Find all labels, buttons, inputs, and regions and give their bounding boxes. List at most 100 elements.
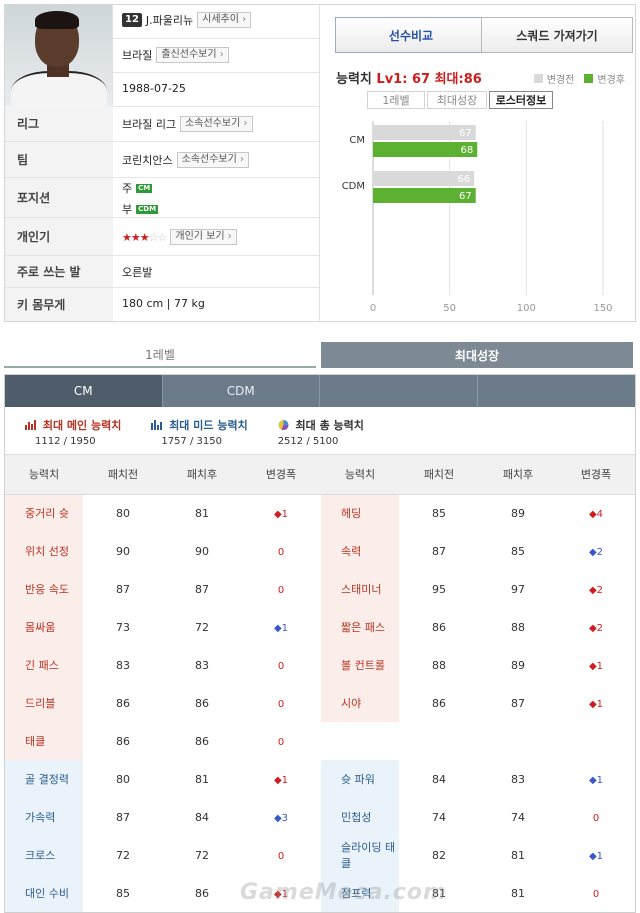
stat-change: ◆2 (588, 584, 604, 596)
stat-name: 골 결정력 (5, 760, 83, 798)
stat-name: 헤딩 (321, 494, 399, 532)
tab-max-growth[interactable]: 최대성장 (321, 342, 633, 368)
stat-after: 81 (511, 886, 525, 900)
row-divider (113, 142, 319, 178)
stat-before: 95 (432, 582, 446, 596)
star-empty-icon: ☆ (157, 230, 168, 244)
stat-after: 72 (195, 848, 209, 862)
stat-change: ◆4 (588, 508, 604, 520)
compare-player-button[interactable]: 선수비교 (335, 17, 487, 53)
subtab-level1[interactable]: 1레벨 (367, 91, 425, 109)
stat-change: ◆1 (273, 622, 289, 634)
stat-name: 드리블 (5, 684, 83, 722)
row-divider (113, 256, 319, 288)
stat-change-cell: 0 (241, 684, 321, 722)
stat-before: 80 (116, 772, 130, 786)
stat-after: 85 (511, 544, 525, 558)
stat-change-cell: 0 (241, 722, 321, 760)
star-filled-icon: ★ (139, 230, 150, 244)
legend-after-label: 변경후 (597, 75, 625, 86)
stats-table-header: 능력치 패치전 패치후 변경폭 능력치 패치전 패치후 변경폭 (5, 455, 635, 495)
table-row: 크로스 72 72 0 슬라이딩 태클 82 81 ◆1 (5, 836, 635, 874)
stat-after: 83 (195, 658, 209, 672)
body-label: 키 몸무게 (5, 288, 113, 321)
main-position-row: 주 CM (122, 180, 153, 196)
table-row: 드리블 86 86 0 시야 86 87 ◆1 (5, 684, 635, 722)
summary-total-ability: 최대 총 능력치 2512 / 5100 (278, 417, 364, 454)
star-filled-icon: ★ (122, 230, 132, 244)
stat-name: 슛 파워 (321, 760, 399, 798)
x-tick-label: 150 (593, 303, 612, 314)
stat-name: 긴 패스 (5, 646, 83, 684)
bar-after (373, 142, 478, 157)
position-tab-cdm[interactable]: CDM (162, 375, 320, 407)
position-tab-empty[interactable] (477, 375, 635, 407)
ability-summary-row: 최대 메인 능력치 1112 / 1950 최대 미드 능력치 1757 / 3… (5, 407, 635, 455)
tab-level1[interactable]: 1레벨 (4, 342, 316, 368)
stat-change: 0 (592, 812, 600, 824)
foot-row: 오른발 (122, 264, 152, 280)
x-tick-label: 100 (517, 303, 536, 314)
subtab-max-growth[interactable]: 최대성장 (427, 91, 487, 109)
header-cell: 패치전 (399, 455, 479, 495)
y-category-label: CM (349, 135, 365, 146)
stat-after: 72 (195, 620, 209, 634)
bar-before (373, 125, 476, 140)
stat-after: 81 (195, 772, 209, 786)
stat-change-cell: ◆1 (557, 760, 635, 798)
stat-name: 속력 (321, 532, 399, 570)
stat-change-cell (557, 722, 635, 760)
subtab-roster-info[interactable]: 로스터정보 (489, 91, 553, 109)
stat-name: 몸싸움 (5, 608, 83, 646)
summary-mid-ability: 최대 미드 능력치 1757 / 3150 (151, 417, 248, 454)
stat-change-cell: ◆1 (557, 684, 635, 722)
player-number-badge: 12 (122, 13, 142, 27)
stat-change: ◆1 (273, 774, 289, 786)
market-trend-button[interactable]: 시세추이 (197, 12, 252, 28)
bar-value-label: 67 (459, 128, 472, 139)
stat-name: 슬라이딩 태클 (321, 836, 399, 874)
stat-before: 81 (432, 886, 446, 900)
stat-name: 짧은 패스 (321, 608, 399, 646)
table-row: 몸싸움 73 72 ◆1 짧은 패스 86 88 ◆2 (5, 608, 635, 646)
pie-chart-icon (278, 420, 289, 430)
team-row: 코린치안스 소속선수보기 (122, 152, 249, 168)
stat-change-cell: ◆1 (241, 608, 321, 646)
stat-after: 86 (195, 696, 209, 710)
row-divider (113, 218, 319, 256)
table-row: 가속력 87 84 ◆3 민첩성 74 74 0 (5, 798, 635, 836)
summary-mid-title: 최대 미드 능력치 (169, 419, 248, 432)
squad-import-button[interactable]: 스쿼드 가져가기 (481, 17, 633, 53)
ability-bar-chart: 0 50 100 150 CM 67 68 CDM 66 67 (342, 121, 613, 314)
team-label: 팀 (5, 142, 113, 178)
summary-total-title: 최대 총 능력치 (295, 419, 364, 432)
stat-change: 0 (277, 660, 285, 672)
row-divider (113, 39, 319, 73)
stat-after: 81 (195, 506, 209, 520)
main-position-prefix: 주 (122, 182, 133, 195)
stat-name (321, 722, 399, 760)
header-cell: 변경폭 (241, 455, 321, 495)
team-players-button[interactable]: 소속선수보기 (176, 152, 249, 168)
position-tab-cm[interactable]: CM (5, 375, 163, 407)
nation-players-button[interactable]: 출신선수보기 (156, 47, 229, 63)
league-players-button[interactable]: 소속선수보기 (180, 116, 253, 132)
stat-before: 84 (432, 772, 446, 786)
stat-change: ◆3 (273, 812, 289, 824)
bar-value-label: 66 (457, 174, 470, 185)
position-tab-empty[interactable] (320, 375, 478, 407)
row-divider (113, 178, 319, 218)
stat-name: 반응 속도 (5, 570, 83, 608)
birth-date: 1988-07-25 (122, 82, 186, 95)
stat-after (479, 722, 557, 760)
table-row: 긴 패스 83 83 0 볼 컨트롤 88 89 ◆1 (5, 646, 635, 684)
row-divider (113, 5, 319, 39)
skill-view-button[interactable]: 개인기 보기 (170, 229, 237, 245)
stat-before (399, 722, 479, 760)
watermark-text: GameMeca.com (240, 880, 447, 905)
stat-change: 0 (277, 546, 285, 558)
table-row: 대인 수비 85 86 ◆1 점프력 81 81 0 (5, 874, 635, 912)
stat-before: 86 (116, 696, 130, 710)
bar-after (373, 188, 476, 203)
stat-before: 73 (116, 620, 130, 634)
